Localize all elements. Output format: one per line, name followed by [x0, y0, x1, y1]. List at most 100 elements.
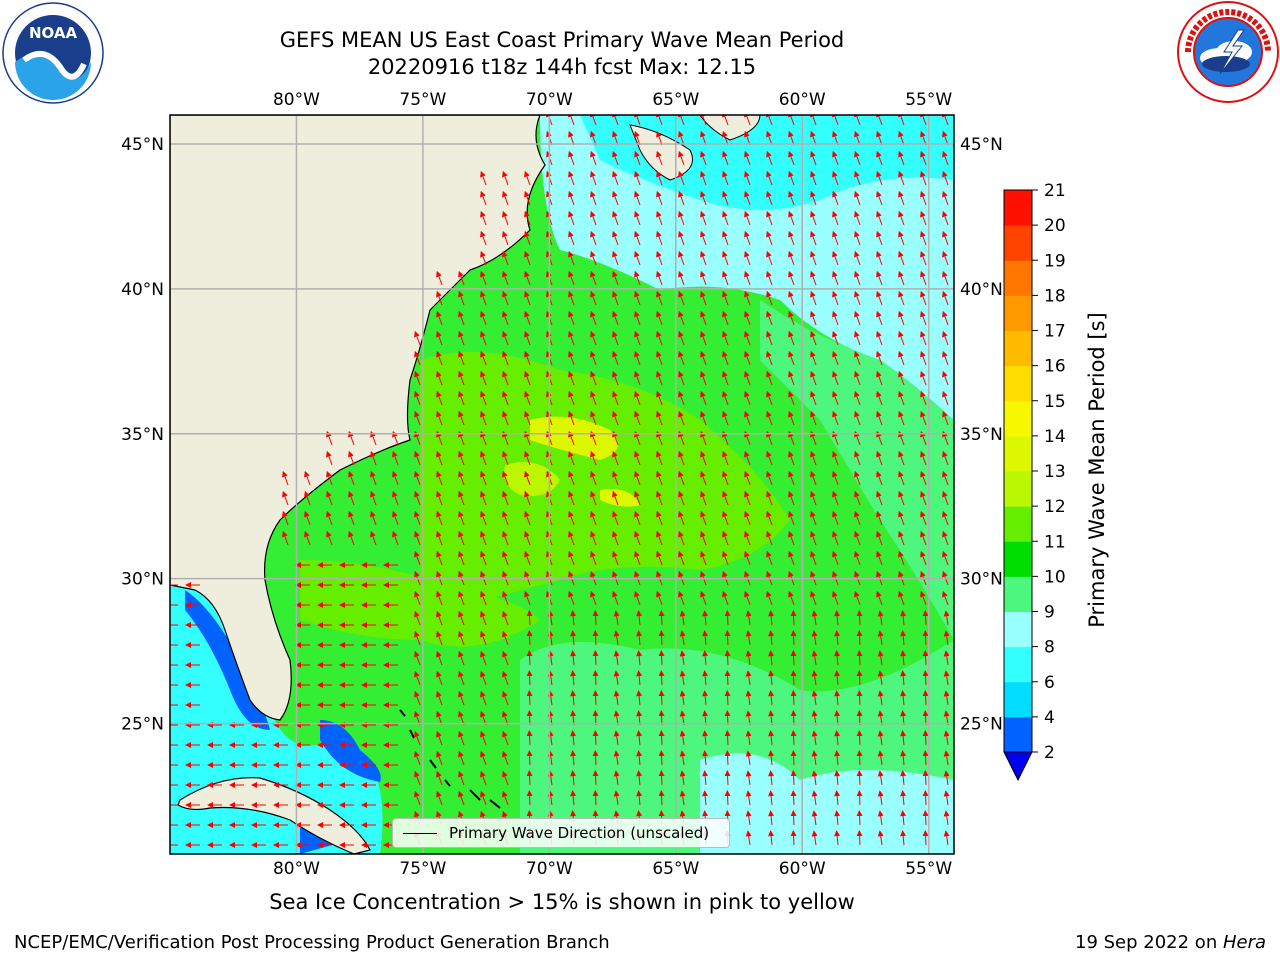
wave-arrow: [877, 830, 884, 846]
wave-arrow: [656, 470, 663, 486]
wave-arrow: [656, 130, 663, 146]
wave-arrow: [768, 690, 775, 706]
run-date-text: 19 Sep 2022 on: [1075, 932, 1223, 953]
wave-arrow: [790, 710, 797, 726]
wave-arrow: [856, 790, 863, 806]
wave-arrow: [810, 410, 817, 426]
wave-arrow: [679, 630, 686, 646]
wave-arrow: [568, 370, 575, 386]
wave-arrow: [700, 490, 707, 506]
wave-arrow: [436, 370, 443, 386]
wave-arrow: [788, 230, 795, 246]
wave-arrow: [414, 370, 421, 386]
wave-arrow: [856, 770, 863, 786]
wave-arrow: [877, 710, 884, 726]
wave-arrow: [547, 690, 554, 706]
wave-arrow: [436, 270, 443, 286]
wave-arrow: [722, 550, 729, 566]
wave-arrow: [348, 510, 355, 526]
wave-arrow: [658, 730, 665, 746]
wave-arrow: [370, 490, 377, 506]
wave-arrow: [922, 650, 929, 666]
wave-arrow: [613, 610, 620, 626]
wave-arrow: [768, 750, 775, 766]
wave-arrow: [790, 630, 797, 646]
wave-arrow: [634, 310, 641, 326]
wave-arrow: [568, 450, 575, 466]
wave-arrow: [920, 150, 927, 166]
wave-arrow: [502, 230, 509, 246]
wave-arrow: [898, 530, 905, 546]
wave-arrow: [811, 610, 818, 626]
wave-arrow: [724, 750, 731, 766]
wave-arrow: [898, 510, 905, 526]
wave-arrow: [942, 350, 949, 366]
wave-arrow: [636, 790, 643, 806]
wave-arrow: [832, 250, 839, 266]
wave-arrow: [612, 550, 619, 566]
nws-logo-icon: [1177, 1, 1279, 103]
wave-arrow: [634, 130, 641, 146]
wave-arrow: [922, 710, 929, 726]
wave-arrow: [920, 190, 927, 206]
wave-arrow: [392, 490, 399, 506]
wave-arrow: [636, 750, 643, 766]
lon-tick-top: 65°W: [652, 90, 699, 110]
wave-arrow: [810, 290, 817, 306]
wave-arrow: [876, 370, 883, 386]
graticule: [170, 115, 954, 854]
wave-arrow: [900, 710, 907, 726]
wave-arrow: [679, 610, 686, 626]
wave-arrow: [480, 450, 487, 466]
wave-arrow: [570, 650, 577, 666]
wave-arrow: [788, 550, 795, 566]
wave-arrow: [876, 250, 883, 266]
colorbar-swatch: [1004, 400, 1032, 437]
wave-arrow: [788, 510, 795, 526]
wave-arrow: [854, 450, 861, 466]
wave-arrow: [943, 750, 950, 766]
wave-arrow: [790, 670, 797, 686]
wave-arrow: [656, 490, 663, 506]
colorbar-tick-label: 10: [1044, 567, 1066, 587]
legend-label: Primary Wave Direction (unscaled): [449, 824, 710, 842]
wave-arrow: [480, 230, 487, 246]
wave-arrow: [568, 290, 575, 306]
wave-arrow: [744, 190, 751, 206]
wave-arrow: [502, 750, 509, 766]
wave-arrow: [524, 190, 531, 206]
wave-arrow: [744, 150, 751, 166]
colorbar-tick-label: 14: [1044, 427, 1066, 447]
wave-arrow: [700, 115, 707, 126]
wave-arrow: [458, 790, 465, 806]
wave-arrow: [656, 190, 663, 206]
wave-arrow: [810, 130, 817, 146]
wave-arrow: [744, 450, 751, 466]
wave-arrow: [568, 590, 575, 606]
lon-tick-bottom: 55°W: [905, 859, 952, 879]
wave-arrow: [326, 530, 333, 546]
wave-arrow: [876, 470, 883, 486]
wave-arrow: [702, 710, 709, 726]
wave-arrow: [656, 230, 663, 246]
colorbar-swatch: [1004, 190, 1032, 226]
wave-arrow: [745, 670, 752, 686]
period-region-8-9: [540, 115, 954, 420]
wave-arrow: [592, 630, 599, 646]
wave-arrow: [700, 250, 707, 266]
wave-arrow: [524, 330, 531, 346]
wave-arrow: [898, 450, 905, 466]
wave-arrow: [744, 270, 751, 286]
wave-arrow: [458, 530, 465, 546]
colorbar-tick-label: 16: [1044, 357, 1066, 377]
colorbar-tick-label: 18: [1044, 286, 1066, 306]
wave-arrow: [414, 770, 421, 786]
wave-arrow: [502, 590, 509, 606]
wave-arrow: [877, 690, 884, 706]
wave-arrow: [700, 330, 707, 346]
wave-arrow: [568, 210, 575, 226]
wave-arrow: [414, 630, 421, 646]
wave-arrow: [898, 370, 905, 386]
wave-arrow: [613, 690, 620, 706]
wave-arrow: [458, 670, 465, 686]
